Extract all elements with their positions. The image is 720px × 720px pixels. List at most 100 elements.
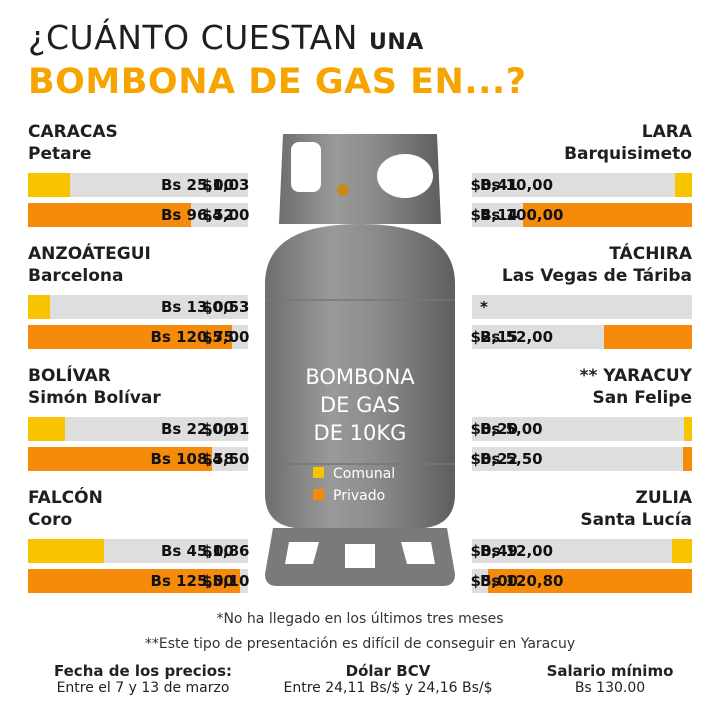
bar-label-privado-2: Bs 108,58 (150, 450, 234, 468)
legend-swatch-comunal (313, 467, 324, 478)
page-title-line2: BOMBONA DE GAS EN...? (28, 62, 527, 102)
bar-fill-comunal-1 (28, 295, 50, 319)
usd-label-privado-3: $5,10 (202, 572, 250, 590)
bar-fill-comunal-2 (28, 417, 66, 441)
bar-fill-privado-0 (28, 203, 192, 227)
region-title-4: LARA Barquisimeto (472, 121, 692, 165)
bar-label-privado-3: Bs 125,00 (150, 572, 234, 590)
usd-label-comunal-0: $1,03 (202, 176, 250, 194)
title-small-text: UNA (368, 30, 424, 55)
bar-label-comunal-7: Bs 12,00 (480, 542, 554, 560)
footnote-2: **Este tipo de presentación es difícil d… (144, 636, 576, 652)
usd-label-comunal-3: $1,86 (202, 542, 250, 560)
bar-label-comunal-3: Bs 45,00 (160, 542, 234, 560)
footer-fecha: Fecha de los precios: Entre el 7 y 13 de… (28, 662, 258, 696)
region-state-0: CARACAS (28, 122, 118, 142)
bar-comunal-1: Bs 13,00 (28, 295, 248, 319)
bar-privado-5: Bs 52,00 (472, 325, 692, 349)
gas-cylinder-illustration: BOMBONA DE GAS DE 10KG Comunal Privado (265, 134, 455, 586)
bar-label-comunal-4: Bs 10,00 (480, 176, 554, 194)
title-main-text: ¿CUÁNTO CUESTAN (28, 18, 358, 57)
fecha-value: Entre el 7 y 13 de marzo (56, 680, 230, 696)
bar-privado-0: Bs 96,52 (28, 203, 248, 227)
bar-label-privado-1: Bs 120,75 (150, 328, 234, 346)
legend-label-comunal: Comunal (333, 466, 395, 482)
bar-fill-privado-6 (682, 447, 692, 471)
region-state-4: LARA (641, 122, 692, 142)
usd-label-comunal-7: $0,49 (470, 542, 518, 560)
bar-fill-privado-3 (28, 569, 240, 593)
fecha-label: Fecha de los precios: (53, 662, 233, 680)
usd-label-privado-2: $4,50 (202, 450, 250, 468)
region-city-6: San Felipe (592, 388, 692, 408)
region-title-5: TÁCHIRA Las Vegas de Táriba (472, 243, 692, 287)
bar-label-privado-4: Bs 100,00 (480, 206, 564, 224)
salario-label: Salario mínimo (546, 662, 674, 680)
cylinder-text-1: BOMBONA (305, 365, 415, 389)
bar-fill-privado-1 (28, 325, 233, 349)
bar-label-comunal-2: Bs 22,00 (160, 420, 234, 438)
bar-fill-privado-2 (28, 447, 212, 471)
usd-label-privado-7: $5,00 (470, 572, 518, 590)
bar-privado-6: Bs 5,50 (472, 447, 692, 471)
region-state-5: TÁCHIRA (609, 244, 692, 264)
usd-label-comunal-2: $0,91 (202, 420, 250, 438)
usd-label-privado-1: $5,00 (202, 328, 250, 346)
bar-fill-comunal-0 (28, 173, 71, 197)
region-city-2: Simón Bolívar (28, 388, 161, 408)
region-city-3: Coro (28, 510, 73, 530)
bar-label-comunal-5: * (480, 298, 488, 316)
usd-label-comunal-1: $0,53 (202, 298, 250, 316)
bar-privado-2: Bs 108,58 (28, 447, 248, 471)
bar-fill-comunal-7 (671, 539, 692, 563)
region-city-0: Petare (28, 144, 92, 164)
bar-label-privado-0: Bs 96,52 (160, 206, 234, 224)
usd-label-privado-5: $2,15 (470, 328, 518, 346)
region-city-4: Barquisimeto (564, 144, 692, 164)
page-title-line1: ¿CUÁNTO CUESTAN UNA (28, 18, 424, 57)
bar-comunal-7: Bs 12,00 (472, 539, 692, 563)
bar-comunal-6: Bs 5,00 (472, 417, 692, 441)
dolar-label: Dólar BCV (345, 662, 431, 680)
region-state-2: BOLÍVAR (28, 366, 111, 386)
bar-label-comunal-0: Bs 25,00 (160, 176, 234, 194)
bar-fill-comunal-6 (683, 417, 692, 441)
region-city-5: Las Vegas de Táriba (501, 266, 692, 286)
region-city-7: Santa Lucía (580, 510, 692, 530)
bar-fill-privado-5 (604, 325, 692, 349)
bar-privado-1: Bs 120,75 (28, 325, 248, 349)
region-city-1: Barcelona (28, 266, 124, 286)
dolar-value: Entre 24,11 Bs/$ y 24,16 Bs/$ (283, 680, 493, 696)
bar-label-privado-6: Bs 5,50 (480, 450, 543, 468)
bar-privado-4: Bs 100,00 (472, 203, 692, 227)
region-title-3: FALCÓN Coro (28, 487, 248, 531)
region-state-3: FALCÓN (28, 488, 103, 508)
usd-label-comunal-4: $0,41 (470, 176, 518, 194)
bar-label-privado-5: Bs 52,00 (480, 328, 554, 346)
region-title-0: CARACAS Petare (28, 121, 248, 165)
usd-label-privado-4: $4,14 (470, 206, 518, 224)
bar-comunal-2: Bs 22,00 (28, 417, 248, 441)
bar-fill-comunal-4 (675, 173, 692, 197)
region-title-2: BOLÍVAR Simón Bolívar (28, 365, 248, 409)
bar-comunal-3: Bs 45,00 (28, 539, 248, 563)
footer-dolar: Dólar BCV Entre 24,11 Bs/$ y 24,16 Bs/$ (268, 662, 508, 696)
region-state-7: ZULIA (635, 488, 692, 508)
region-title-6: ** YARACUY San Felipe (472, 365, 692, 409)
bar-fill-privado-4 (522, 203, 692, 227)
legend-label-privado: Privado (333, 488, 385, 504)
cylinder-text-3: DE 10KG (314, 421, 407, 445)
usd-label-privado-6: $0,22 (470, 450, 518, 468)
bar-comunal-0: Bs 25,00 (28, 173, 248, 197)
usd-label-comunal-6: $0,20 (470, 420, 518, 438)
bar-fill-comunal-3 (28, 539, 105, 563)
legend-swatch-privado (313, 489, 324, 500)
bar-privado-3: Bs 125,00 (28, 569, 248, 593)
footnote-1: *No ha llegado en los últimos tres meses (216, 611, 504, 627)
bar-comunal-4: Bs 10,00 (472, 173, 692, 197)
bar-privado-7: Bs 120,80 (472, 569, 692, 593)
region-title-1: ANZOÁTEGUI Barcelona (28, 243, 248, 287)
usd-label-privado-0: $4,00 (202, 206, 250, 224)
region-state-1: ANZOÁTEGUI (28, 244, 151, 264)
salario-value: Bs 130.00 (574, 680, 646, 696)
